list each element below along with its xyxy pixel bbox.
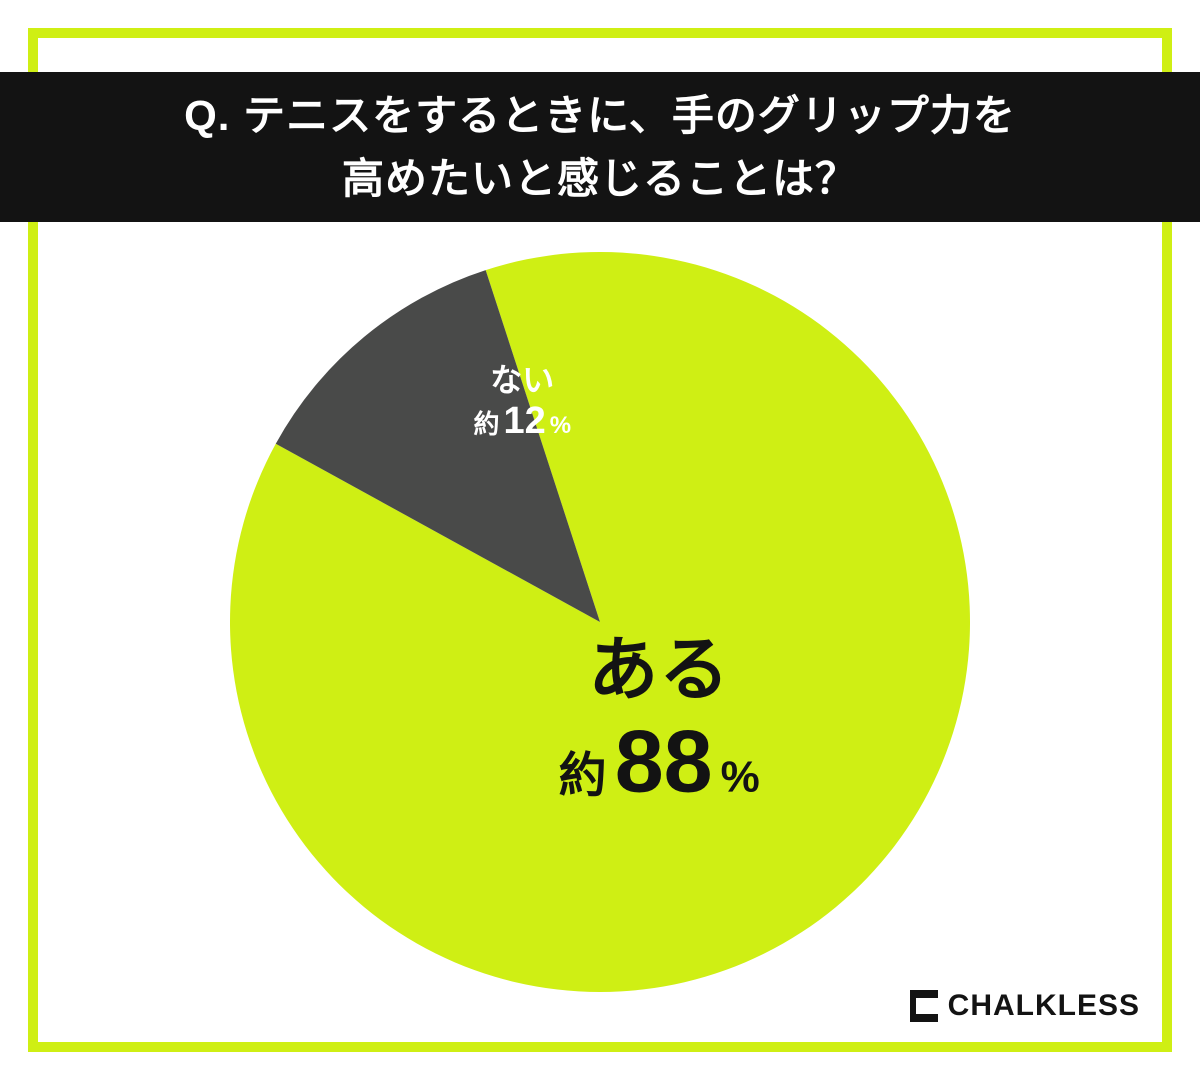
slice-name-yes: ある <box>559 630 760 711</box>
pie-chart: ある 約 88 % ない 約 12 % <box>230 252 970 992</box>
question-title-bar: Q. テニスをするときに、手のグリップ力を 高めたいと感じることは？ <box>0 72 1200 222</box>
slice-unit-no: % <box>550 412 571 441</box>
slice-name-no: ない <box>473 361 571 399</box>
slice-unit-yes: % <box>721 753 760 804</box>
slice-label-no: ない 約 12 % <box>473 361 571 445</box>
brand-c-icon <box>906 986 942 1026</box>
slice-prefix-yes: 約 <box>559 749 607 804</box>
question-title: Q. テニスをするときに、手のグリップ力を 高めたいと感じることは？ <box>184 84 1016 210</box>
pie-svg <box>230 252 970 992</box>
brand-name: CHALKLESS <box>948 989 1140 1023</box>
slice-label-yes: ある 約 88 % <box>559 630 760 812</box>
slice-value-yes: 88 <box>615 711 713 812</box>
slice-prefix-no: 約 <box>473 409 499 440</box>
slice-value-no: 12 <box>503 399 545 445</box>
brand-logo: CHALKLESS <box>906 986 1140 1026</box>
